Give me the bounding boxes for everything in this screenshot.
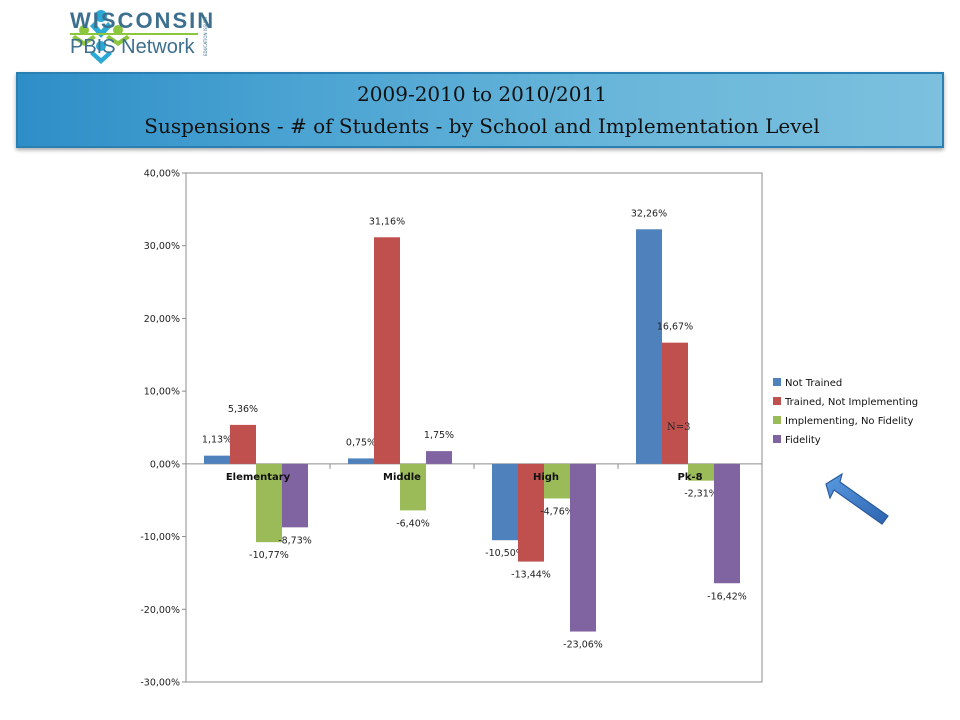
data-label: 1,13%: [202, 435, 232, 446]
data-label: -23,06%: [563, 640, 603, 651]
data-label: -16,42%: [707, 591, 747, 602]
title-line-1: 2009-2010 to 2010/2011: [357, 82, 607, 106]
bar: [374, 237, 400, 464]
pbis-logo-icon: [72, 10, 130, 64]
legend-entry: Not Trained: [785, 378, 842, 389]
bar: [256, 463, 282, 543]
data-label: -6,40%: [396, 518, 430, 529]
legend-swatch: [773, 397, 781, 405]
legend-swatch: [773, 416, 781, 424]
data-label: -13,44%: [511, 570, 551, 581]
y-tick-label: 40,00%: [144, 169, 180, 180]
data-label: 31,16%: [369, 216, 405, 227]
legend-entry: Fidelity: [785, 435, 821, 446]
bar: [662, 342, 688, 464]
y-tick-label: -30,00%: [140, 678, 180, 689]
y-tick-label: 20,00%: [144, 314, 180, 325]
bar: [204, 455, 230, 464]
legend-entry: Trained, Not Implementing: [784, 397, 918, 408]
y-tick-label: -20,00%: [140, 605, 180, 616]
data-label: -4,76%: [540, 506, 574, 517]
y-tick-label: -10,00%: [140, 532, 180, 543]
annotation-label: N=3: [667, 422, 691, 433]
bar: [544, 463, 570, 499]
title-line-2: Suspensions - # of Students - by School …: [144, 114, 820, 138]
bar: [282, 463, 308, 528]
category-label: High: [533, 472, 559, 483]
bar: [570, 463, 596, 632]
legend-swatch: [773, 435, 781, 443]
data-label: 5,36%: [228, 404, 258, 415]
people-figures-icon: [72, 10, 130, 64]
bar: [714, 463, 740, 584]
bar: [688, 463, 714, 481]
bar: [230, 424, 256, 464]
logo-wordmark-line1: WISCONSIN: [70, 8, 216, 33]
title-banner: 2009-2010 to 2010/2011 Suspensions - # o…: [16, 72, 944, 148]
y-tick-label: 0,00%: [150, 459, 180, 470]
logo-wordmark-line2: PBIS Network: [70, 36, 195, 58]
bar: [426, 451, 452, 464]
data-label: 16,67%: [657, 322, 693, 333]
logo-divider: [70, 33, 198, 35]
data-label: 32,26%: [631, 208, 667, 219]
data-label: 0,75%: [346, 437, 376, 448]
y-tick-label: 10,00%: [144, 387, 180, 398]
data-label: -10,77%: [249, 550, 289, 561]
bar: [518, 463, 544, 562]
arrow-pointer-icon: [825, 472, 889, 525]
category-label: Elementary: [226, 472, 291, 483]
bar: [636, 229, 662, 464]
legend-entry: Implementing, No Fidelity: [785, 416, 914, 427]
category-label: Middle: [383, 472, 421, 483]
data-label: -8,73%: [278, 535, 312, 546]
category-label: Pk-8: [677, 472, 702, 483]
bar: [400, 463, 426, 511]
data-label: -10,50%: [485, 548, 525, 559]
data-label: 1,75%: [424, 430, 454, 441]
data-label: -2,31%: [684, 489, 718, 500]
bar: [492, 463, 518, 541]
legend-swatch: [773, 378, 781, 386]
bar: [348, 458, 374, 464]
y-tick-label: 30,00%: [144, 241, 180, 252]
